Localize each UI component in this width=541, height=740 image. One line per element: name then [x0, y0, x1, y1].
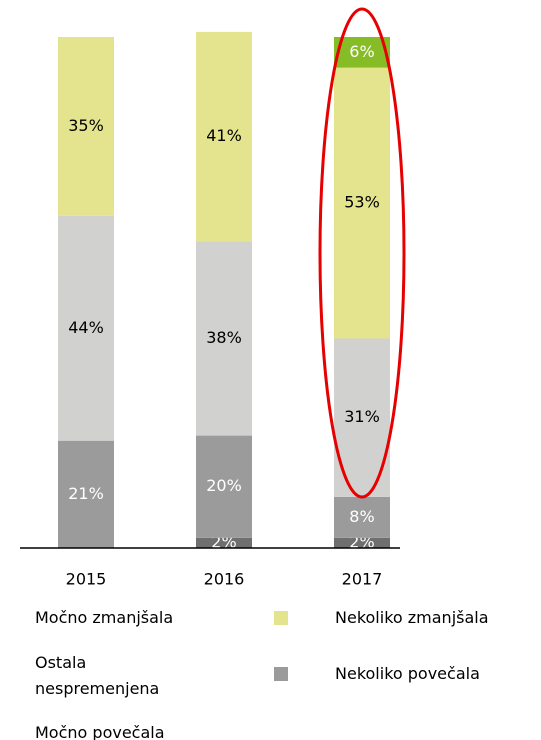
value-label: 53% [344, 193, 380, 212]
bar-segment [196, 435, 252, 538]
x-tick-label: 2017 [342, 570, 383, 589]
value-label: 31% [344, 407, 380, 426]
bar-segment [196, 31, 252, 242]
value-label: 8% [349, 507, 374, 526]
legend-marker [274, 611, 288, 625]
legend-marker [274, 667, 288, 681]
value-label: 6% [349, 42, 374, 61]
legend-label: Nekoliko zmanjšala [335, 608, 489, 627]
legend-label: Močno zmanjšala [35, 608, 174, 627]
value-label: 41% [206, 126, 242, 145]
value-label: 38% [206, 328, 242, 347]
x-tick-label: 2016 [204, 570, 245, 589]
bar-segment [58, 440, 114, 548]
legend-label: Močno povečala [35, 723, 165, 740]
legend-label: Ostala nespremenjena [35, 653, 160, 698]
bar-segment [58, 215, 114, 441]
bar-segment [334, 37, 390, 68]
value-label: 35% [68, 116, 104, 135]
bar-segment [334, 67, 390, 339]
bar-segment [58, 37, 114, 216]
bar-segment [196, 537, 252, 548]
bar-segment [196, 241, 252, 436]
value-label: 20% [206, 476, 242, 495]
bar-segment [334, 537, 390, 548]
value-label: 21% [68, 484, 104, 503]
highlight-ellipse [318, 7, 406, 499]
legend-label: Nekoliko povečala [335, 664, 480, 683]
x-tick-label: 2015 [66, 570, 107, 589]
value-label: 44% [68, 318, 104, 337]
bar-segment [334, 496, 390, 538]
